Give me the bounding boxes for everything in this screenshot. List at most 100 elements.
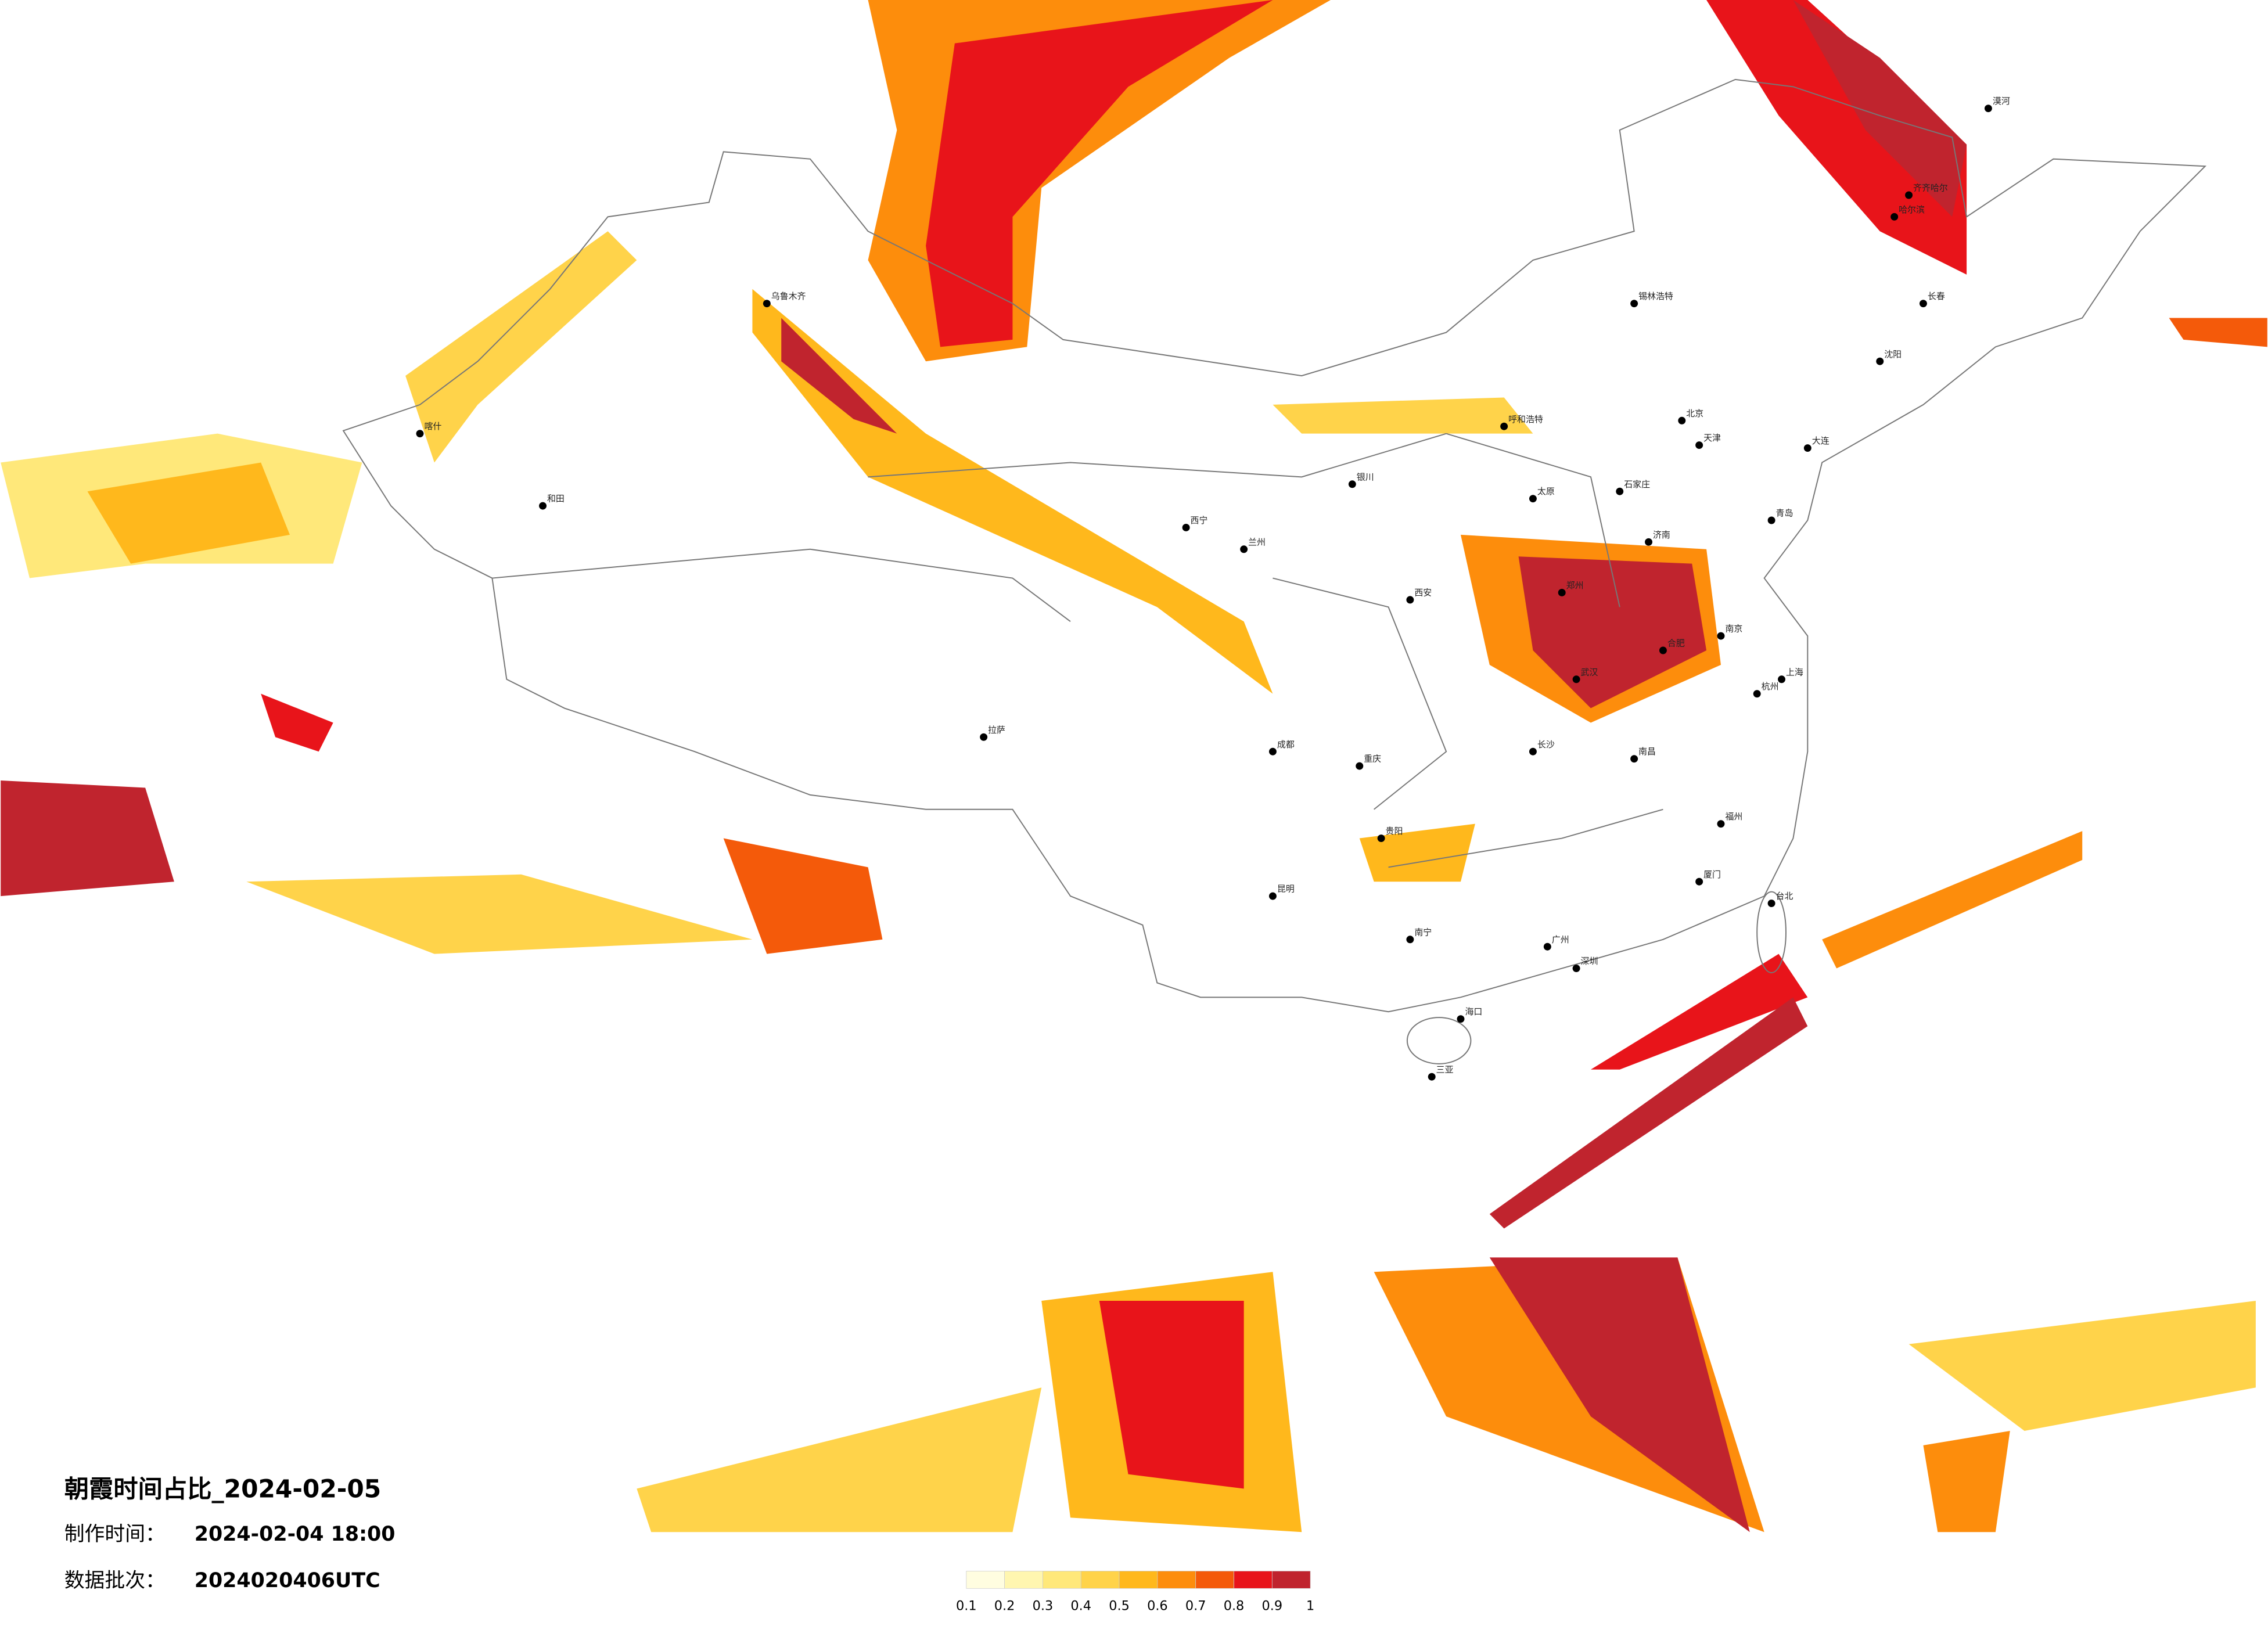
colorbar-tick-label: 0.2 — [994, 1599, 1015, 1614]
city-label: 合肥 — [1667, 638, 1685, 649]
city-label: 石家庄 — [1624, 479, 1650, 490]
city-dot — [763, 300, 771, 308]
city-label: 上海 — [1786, 667, 1803, 677]
city-dot — [1767, 900, 1775, 908]
city-label: 乌鲁木齐 — [771, 291, 806, 301]
city-dot — [1543, 942, 1551, 951]
city-label: 喀什 — [424, 421, 441, 431]
colorbar-box — [1080, 1571, 1120, 1589]
city-label: 成都 — [1277, 739, 1295, 750]
city-dot — [1356, 762, 1364, 770]
city-label: 长春 — [1928, 291, 1945, 301]
city-dot — [1695, 441, 1703, 449]
batch: 2024020406UTC — [195, 1569, 380, 1592]
made-time: 2024-02-04 18:00 — [195, 1523, 396, 1546]
city-label: 南昌 — [1638, 746, 1656, 757]
city-dot — [539, 502, 547, 510]
city-label: 西宁 — [1191, 515, 1208, 526]
city-label: 海口 — [1465, 1006, 1482, 1017]
colorbar-tick-label: 0.3 — [1033, 1599, 1054, 1614]
city-label: 济南 — [1653, 530, 1670, 540]
colorbar-tick-label: 0.9 — [1262, 1599, 1283, 1614]
colorbar: 0.1 0.2 0.3 0.4 0.5 0.6 0.7 0.8 0.9 1 — [956, 1571, 1314, 1614]
city-dot — [1630, 755, 1638, 763]
colorbar-box — [1234, 1571, 1273, 1589]
city-dot — [1268, 747, 1277, 756]
city-dot — [1778, 675, 1785, 684]
colorbar-box — [1271, 1571, 1311, 1589]
city-label: 杭州 — [1762, 681, 1779, 692]
city-label: 贵阳 — [1386, 826, 1403, 836]
city-label: 广州 — [1552, 934, 1569, 945]
city-dot — [1767, 516, 1775, 524]
city-dot — [1876, 357, 1884, 365]
city-label: 台北 — [1776, 891, 1793, 901]
city-dot — [1406, 596, 1414, 604]
city-dot — [1268, 892, 1277, 900]
city-label: 武汉 — [1581, 667, 1598, 677]
colorbar-box — [1043, 1571, 1081, 1589]
colorbar-box — [1157, 1571, 1196, 1589]
city-dot — [1630, 300, 1638, 308]
city-dot — [1240, 545, 1248, 553]
city-dot — [1616, 487, 1624, 495]
city-label: 哈尔滨 — [1899, 204, 1925, 215]
city-dot — [1659, 646, 1667, 654]
title: 朝霞时间占比_2024-02-05 — [64, 1474, 381, 1503]
colorbar-tick-label: 0.1 — [956, 1599, 977, 1614]
city-dot — [1428, 1073, 1436, 1081]
colorbar-tick-label: 0.6 — [1147, 1599, 1168, 1614]
city-dot — [1558, 588, 1566, 596]
city-label: 昆明 — [1277, 884, 1295, 894]
city-label: 重庆 — [1364, 754, 1381, 764]
city-dot — [1919, 300, 1927, 308]
colorbar-box — [966, 1571, 1005, 1589]
city-label: 厦门 — [1703, 869, 1721, 880]
city-label: 太原 — [1537, 486, 1555, 497]
city-label: 深圳 — [1581, 956, 1598, 966]
city-dot — [980, 733, 988, 741]
colorbar-tick-label: 0.4 — [1070, 1599, 1091, 1614]
city-label: 青岛 — [1776, 508, 1793, 519]
city-label: 和田 — [547, 494, 565, 504]
city-dot — [1406, 936, 1414, 944]
city-dot — [1182, 523, 1190, 531]
heat-patches — [1, 0, 2267, 1533]
city-label: 西安 — [1414, 587, 1432, 598]
city-dot — [1803, 444, 1811, 452]
colorbar-tick-label: 0.7 — [1185, 1599, 1206, 1614]
city-label: 福州 — [1725, 811, 1742, 822]
borders — [342, 78, 2207, 1064]
city-dot — [1377, 834, 1385, 843]
city-label: 漠河 — [1993, 96, 2010, 106]
made-label: 制作时间： — [64, 1523, 166, 1546]
city-label: 郑州 — [1566, 580, 1584, 591]
city-dot — [1695, 877, 1703, 886]
city-dot — [1645, 538, 1653, 546]
city-dot — [1717, 820, 1725, 828]
city-label: 长沙 — [1537, 739, 1555, 750]
city-dot — [1572, 675, 1580, 684]
colorbar-tick-label: 0.5 — [1109, 1599, 1130, 1614]
city-dot — [1529, 747, 1537, 756]
colorbar-tick-label: 0.8 — [1224, 1599, 1245, 1614]
city-dot — [1890, 213, 1899, 221]
colorbar-box — [1004, 1571, 1043, 1589]
city-label: 呼和浩特 — [1508, 414, 1543, 425]
city-dot — [416, 430, 424, 438]
city-dot — [1529, 495, 1537, 503]
colorbar-box — [1119, 1571, 1158, 1589]
city-dot — [1678, 416, 1686, 425]
city-dot — [1457, 1015, 1465, 1023]
city-dot — [1348, 480, 1356, 488]
city-dot — [1905, 191, 1913, 199]
city-label: 三亚 — [1436, 1064, 1454, 1075]
city-label: 拉萨 — [988, 725, 1005, 735]
city-label: 北京 — [1686, 408, 1703, 419]
colorbar-box — [1195, 1571, 1234, 1589]
city-label: 兰州 — [1248, 537, 1266, 547]
city-dot — [1572, 965, 1580, 973]
city-label: 银川 — [1357, 472, 1374, 482]
city-label: 南京 — [1725, 624, 1742, 634]
city-dot — [1753, 690, 1761, 698]
